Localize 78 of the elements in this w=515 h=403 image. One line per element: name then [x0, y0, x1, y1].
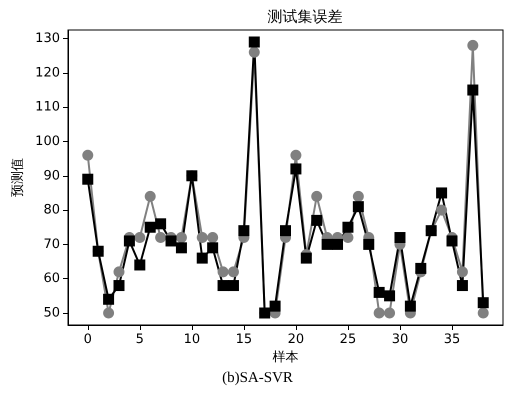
y-axis-title: 预测值	[10, 158, 26, 197]
point	[374, 286, 385, 298]
y-tick-label: 120	[35, 65, 60, 80]
point	[332, 238, 344, 250]
point	[82, 174, 94, 185]
point	[196, 232, 208, 244]
x-tick-label: 25	[340, 332, 356, 347]
y-tick-label: 110	[35, 100, 60, 115]
point	[103, 294, 114, 305]
point	[374, 307, 385, 318]
point	[352, 190, 364, 202]
point	[290, 163, 302, 174]
point	[467, 84, 478, 96]
y-tick-label: 100	[35, 134, 60, 149]
point	[394, 232, 406, 244]
point	[248, 36, 260, 48]
point	[113, 280, 124, 292]
y-tick-label: 60	[43, 271, 60, 286]
point	[134, 232, 146, 244]
y-tick-label: 70	[43, 236, 60, 252]
point	[144, 190, 156, 202]
point	[363, 238, 374, 250]
point	[228, 280, 239, 292]
y-tick-label: 130	[35, 31, 60, 46]
point	[456, 280, 468, 292]
point	[155, 232, 166, 244]
x-tick-label: 10	[184, 332, 200, 347]
point	[166, 235, 177, 246]
chart-title: 测试集误差	[268, 8, 342, 26]
point	[290, 150, 302, 161]
x-tick-label: 5	[136, 332, 144, 347]
x-tick-label: 20	[288, 332, 304, 347]
point	[228, 266, 239, 278]
point	[207, 242, 218, 254]
point	[270, 300, 281, 312]
point	[248, 46, 260, 58]
point	[155, 218, 166, 230]
y-tick-label: 80	[43, 202, 60, 218]
point	[322, 238, 333, 250]
y-tick-label: 50	[43, 305, 60, 320]
point	[176, 232, 187, 244]
x-tick-label: 15	[236, 332, 252, 347]
point	[342, 222, 354, 233]
x-axis-title: 样本	[272, 350, 298, 365]
x-tick-label: 30	[392, 332, 408, 347]
point	[384, 290, 396, 302]
point	[311, 190, 322, 202]
point	[134, 259, 146, 270]
point	[446, 235, 458, 246]
y-tick-label: 90	[43, 168, 60, 184]
point	[82, 150, 94, 161]
point	[478, 297, 489, 308]
point	[124, 235, 135, 246]
point	[436, 187, 448, 198]
point	[384, 307, 396, 318]
text: (b)SA-SVR	[221, 370, 294, 387]
point	[456, 266, 468, 278]
point	[467, 40, 478, 51]
point	[311, 214, 322, 226]
point	[144, 222, 156, 233]
point	[218, 280, 229, 292]
x-tick-label: 0	[84, 332, 92, 347]
point	[478, 307, 489, 318]
point	[218, 266, 229, 278]
x-tick-label: 35	[444, 332, 460, 347]
point	[436, 204, 448, 216]
point	[207, 232, 218, 244]
point	[342, 232, 354, 244]
point	[238, 225, 250, 236]
point	[300, 252, 312, 264]
point	[352, 201, 364, 212]
point	[176, 242, 187, 254]
point	[103, 307, 114, 318]
point	[415, 262, 426, 274]
point	[196, 252, 208, 264]
point	[404, 300, 416, 312]
point	[280, 225, 291, 236]
point	[114, 266, 124, 278]
